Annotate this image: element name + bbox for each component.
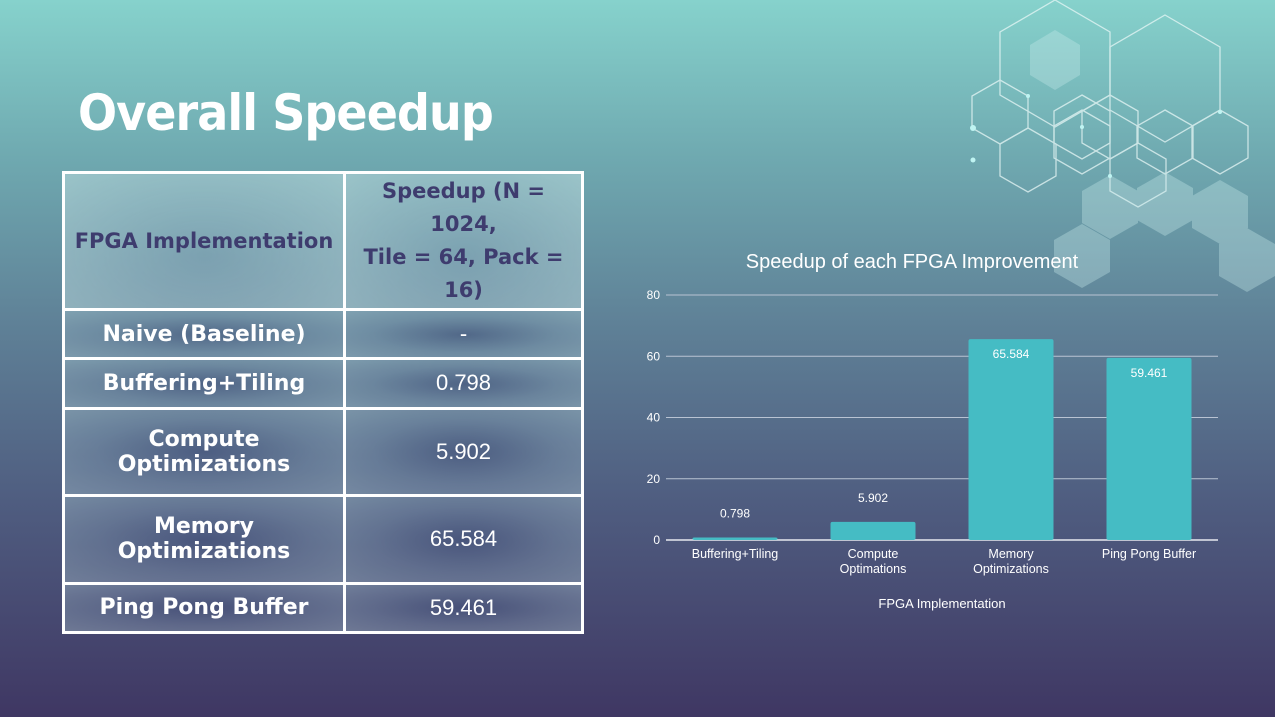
x-tick-label: Ping Pong Buffer — [1102, 547, 1196, 561]
y-tick-label: 20 — [647, 472, 661, 486]
table-row: Naive (Baseline) - — [62, 307, 584, 361]
header-speedup-line-1: Speedup (N = 1024, — [381, 179, 546, 236]
row-speedup: - — [343, 307, 584, 361]
y-tick-label: 80 — [647, 288, 661, 302]
row-speedup: 0.798 — [343, 357, 584, 410]
header-implementation: FPGA Implementation — [62, 171, 346, 311]
table-row: Compute Optimizations 5.902 — [62, 406, 584, 498]
bar — [692, 537, 778, 540]
y-tick-label: 60 — [647, 349, 661, 363]
table-row: Buffering+Tiling 0.798 — [62, 357, 584, 410]
bar — [1106, 357, 1192, 540]
table-row: Memory Optimizations 65.584 — [62, 494, 584, 585]
chart-title: Speedup of each FPGA Improvement — [746, 251, 1079, 273]
header-speedup: Speedup (N = 1024, Tile = 64, Pack = 16) — [343, 171, 584, 311]
y-tick-label: 0 — [653, 533, 660, 547]
speedup-bar-chart: Speedup of each FPGA Improvement 0 20 40 60… — [647, 251, 1218, 611]
chart-bars — [692, 339, 1192, 540]
chart-x-axis-label: FPGA Implementation — [878, 596, 1005, 611]
x-tick-label: Optimizations — [973, 562, 1049, 576]
row-implementation: Naive (Baseline) — [62, 307, 346, 361]
bar-value-label: 5.902 — [858, 491, 888, 505]
y-tick-label: 40 — [647, 411, 661, 425]
bar — [968, 339, 1054, 540]
x-tick-label: Buffering+Tiling — [692, 547, 779, 561]
chart-labels: 0 20 40 60 80 0.798 Buffering+Tiling 5.902 Compu… — [647, 288, 1197, 576]
bar-value-label: 0.798 — [720, 507, 750, 521]
x-tick-label: Optimations — [840, 562, 907, 576]
x-tick-label: Memory — [988, 547, 1034, 561]
x-tick-label: Compute — [848, 547, 899, 561]
slide-title: Overall Speedup — [78, 84, 494, 142]
bar-value-label: 65.584 — [993, 347, 1030, 361]
row-speedup: 59.461 — [343, 581, 584, 635]
row-speedup: 65.584 — [343, 494, 584, 585]
row-implementation: Compute Optimizations — [62, 406, 346, 498]
row-speedup: 5.902 — [343, 406, 584, 498]
row-implementation: Ping Pong Buffer — [62, 581, 346, 635]
speedup-table: FPGA Implementation Speedup (N = 1024, T… — [62, 171, 584, 635]
row-implementation: Memory Optimizations — [62, 494, 346, 585]
table-header-row: FPGA Implementation Speedup (N = 1024, T… — [62, 171, 584, 311]
bar-value-label: 59.461 — [1131, 366, 1168, 380]
table-row: Ping Pong Buffer 59.461 — [62, 581, 584, 635]
hexagon-decoration — [970, 0, 1275, 292]
bar — [830, 521, 916, 540]
header-speedup-line-2: Tile = 64, Pack = 16) — [363, 245, 564, 302]
row-implementation: Buffering+Tiling — [62, 357, 346, 410]
